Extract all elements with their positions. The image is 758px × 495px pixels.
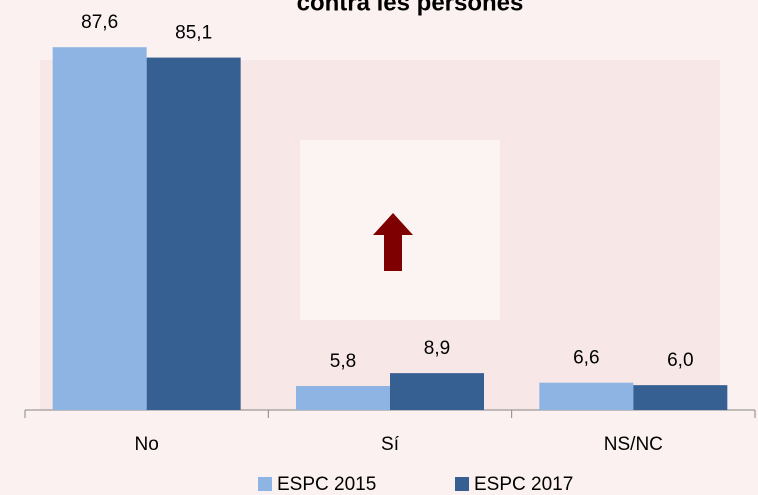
x-tick-label: NS/NC	[604, 434, 663, 455]
value-label: 85,1	[175, 23, 212, 44]
value-label: 8,9	[424, 338, 450, 359]
bar	[296, 385, 390, 410]
value-label: 6,0	[667, 350, 693, 371]
bar	[539, 382, 634, 410]
legend-swatch	[258, 477, 272, 491]
value-label: 6,6	[573, 348, 599, 369]
value-label: 87,6	[81, 12, 118, 33]
bar	[52, 47, 147, 410]
legend-label: ESPC 2015	[277, 474, 376, 495]
up-arrow	[373, 213, 413, 271]
legend-label: ESPC 2017	[474, 474, 573, 495]
bar	[633, 385, 728, 410]
legend-swatch	[455, 477, 469, 491]
x-tick-label: Sí	[381, 434, 400, 455]
chart-title: contra les persones	[297, 0, 524, 16]
x-tick-label: No	[135, 434, 159, 455]
value-label: 5,8	[330, 351, 356, 372]
bar	[146, 57, 241, 411]
bar	[390, 373, 484, 410]
